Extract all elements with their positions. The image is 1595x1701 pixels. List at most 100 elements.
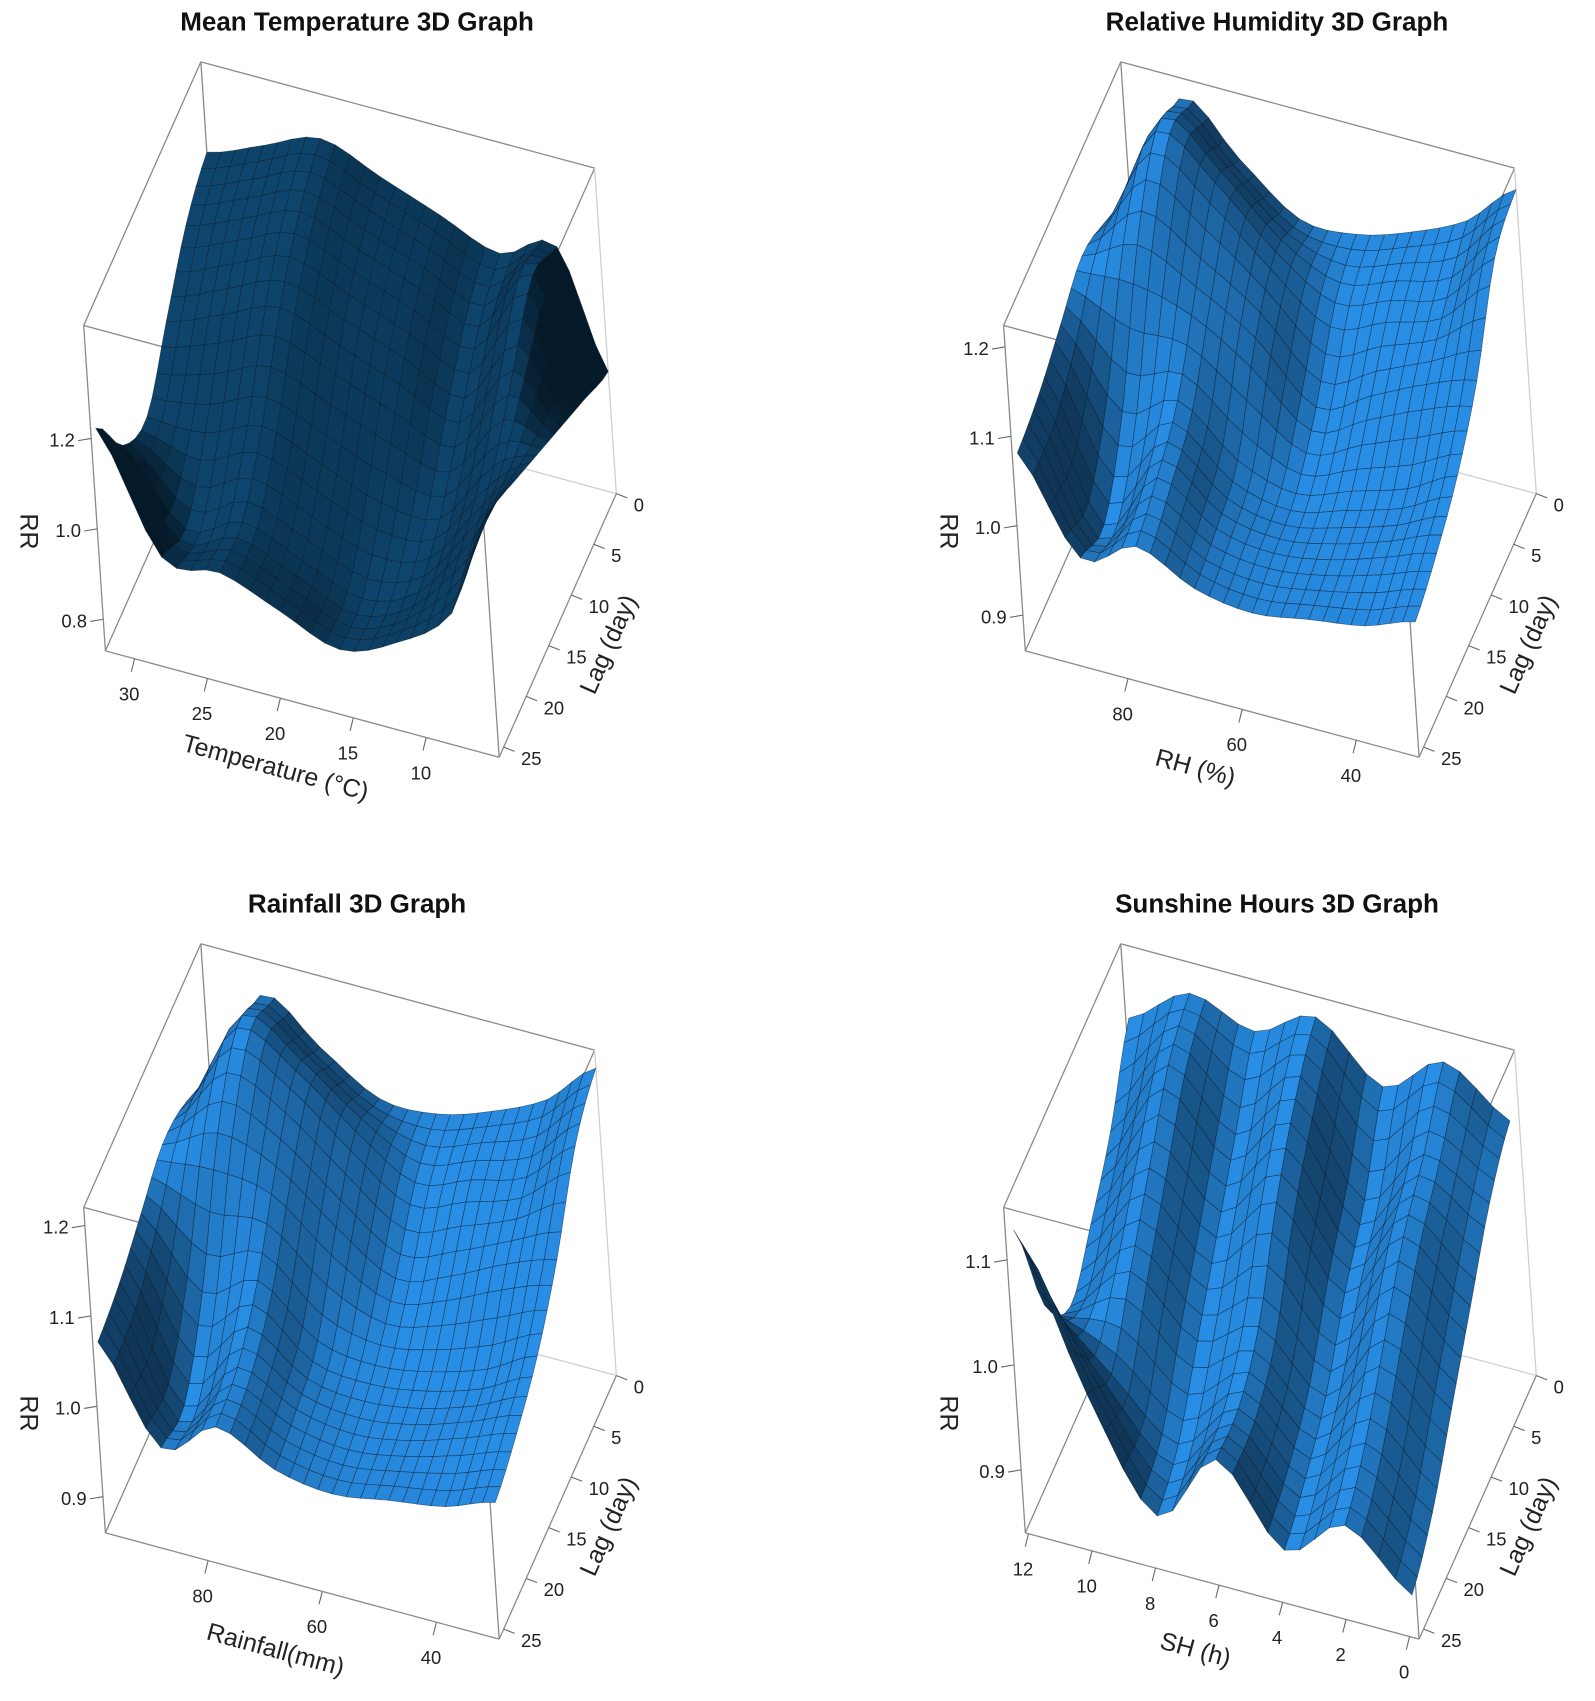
- y-tick: [526, 695, 538, 702]
- y-tick-label: 25: [521, 748, 542, 769]
- z-tick-label: 1.2: [963, 338, 989, 359]
- box-edge: [498, 493, 617, 758]
- y-tick: [593, 543, 605, 550]
- z-tick-label: 1.0: [55, 520, 81, 541]
- chart-title: Rainfall 3D Graph: [248, 889, 466, 919]
- box-edge: [1418, 1375, 1537, 1640]
- z-tick-label: 1.1: [49, 1307, 75, 1328]
- box-edge: [1003, 943, 1122, 1208]
- y-tick: [548, 1527, 560, 1533]
- x-tick: [1278, 1602, 1284, 1616]
- box-edge: [1002, 1207, 1026, 1533]
- z-tick-label: 1.0: [55, 1397, 81, 1418]
- x-tick: [203, 678, 209, 692]
- y-tick-label: 0: [634, 1376, 644, 1397]
- x-tick: [1352, 740, 1357, 754]
- z-tick-label: 1.1: [969, 427, 995, 448]
- y-tick-label: 5: [1531, 1427, 1541, 1448]
- x-tick-label: 60: [307, 1616, 328, 1637]
- box-edge: [200, 943, 595, 1051]
- y-tick-label: 0: [1554, 494, 1564, 515]
- x-tick-label: 15: [338, 743, 359, 764]
- y-tick: [503, 746, 515, 752]
- y-tick: [1491, 1476, 1503, 1482]
- y-tick-label: 5: [1531, 545, 1541, 566]
- surface-patch: [478, 503, 495, 532]
- box-edge: [1025, 1532, 1420, 1640]
- y-tick-label: 0: [1554, 1376, 1564, 1397]
- z-tick: [1009, 614, 1024, 618]
- x-tick-label: 60: [1227, 734, 1248, 755]
- box-edge: [83, 1207, 107, 1533]
- x-tick: [432, 1622, 437, 1636]
- x-tick-label: 25: [192, 703, 213, 724]
- z-tick: [1008, 1469, 1022, 1473]
- surface-patch: [482, 1486, 502, 1503]
- y-tick: [593, 1425, 605, 1432]
- y-tick-label: 5: [611, 1427, 621, 1448]
- surface-patch: [1394, 1560, 1418, 1596]
- box-edge: [83, 325, 107, 651]
- y-tick-label: 20: [1463, 1579, 1484, 1600]
- y-tick: [1445, 695, 1458, 702]
- box-edge: [1418, 493, 1537, 758]
- z-tick-label: 1.0: [972, 1356, 998, 1377]
- box-edge: [593, 168, 617, 494]
- y-tick-label: 15: [1486, 647, 1507, 668]
- box-edge: [1025, 650, 1420, 758]
- y-tick-label: 15: [1486, 1529, 1507, 1550]
- x-tick: [1405, 1636, 1411, 1650]
- z-axis-label: RR: [935, 514, 963, 550]
- z-tick: [78, 437, 92, 442]
- y-tick: [1468, 1527, 1480, 1533]
- x-tick-label: 30: [119, 684, 140, 705]
- y-tick-label: 15: [566, 1529, 587, 1550]
- y-tick: [548, 645, 560, 651]
- z-tick: [71, 1224, 85, 1229]
- x-tick: [1088, 1550, 1093, 1565]
- surface-patch: [1402, 605, 1422, 623]
- x-tick: [130, 658, 136, 672]
- x-tick-label: 40: [1341, 765, 1362, 786]
- chart-title: Sunshine Hours 3D Graph: [1115, 889, 1439, 919]
- z-tick: [83, 1405, 98, 1409]
- z-tick: [997, 435, 1012, 440]
- y-tick: [1536, 1375, 1548, 1381]
- box-edge: [1002, 325, 1026, 651]
- y-tick-label: 5: [611, 545, 621, 566]
- z-tick-label: 0.9: [981, 606, 1007, 627]
- y-tick: [526, 1577, 538, 1584]
- chart-title: Relative Humidity 3D Graph: [1106, 7, 1449, 37]
- z-tick-label: 0.9: [979, 1461, 1005, 1482]
- y-tick-label: 10: [1509, 1478, 1530, 1499]
- x-tick: [422, 737, 427, 751]
- z-tick-label: 1.2: [49, 430, 75, 451]
- y-tick: [1468, 645, 1480, 651]
- y-tick: [1445, 1577, 1458, 1584]
- x-tick: [1342, 1619, 1347, 1633]
- box-edge: [593, 1050, 617, 1376]
- box-edge: [1120, 943, 1515, 1051]
- y-tick: [616, 1375, 628, 1381]
- box-edge: [1003, 61, 1122, 326]
- z-tick: [90, 618, 104, 622]
- box-edge: [105, 650, 500, 758]
- y-tick-label: 10: [1509, 596, 1530, 617]
- z-tick: [89, 1496, 104, 1500]
- y-tick-label: 15: [566, 647, 587, 668]
- x-tick: [276, 698, 281, 712]
- box-edge: [1513, 1050, 1537, 1376]
- x-tick: [1124, 678, 1129, 692]
- x-tick: [204, 1560, 209, 1574]
- box-edge: [1513, 168, 1537, 494]
- x-axis-label: SH (h): [1157, 1627, 1234, 1673]
- y-tick-label: 10: [589, 596, 610, 617]
- y-tick-label: 10: [589, 1478, 610, 1499]
- box-edge: [1120, 61, 1515, 169]
- y-tick: [1423, 1628, 1435, 1634]
- y-tick: [1513, 543, 1525, 550]
- x-tick-label: 8: [1145, 1593, 1155, 1614]
- x-tick: [349, 717, 354, 731]
- y-tick-label: 25: [521, 1630, 542, 1651]
